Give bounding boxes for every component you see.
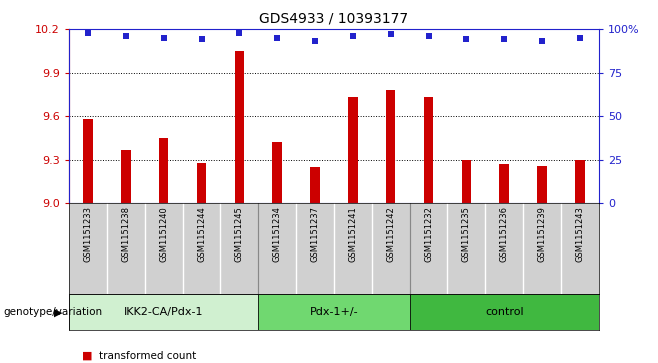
Text: GSM1151245: GSM1151245 — [235, 206, 244, 262]
Text: GSM1151235: GSM1151235 — [462, 206, 471, 262]
Point — [196, 37, 207, 42]
Bar — [462, 160, 471, 203]
Point — [461, 37, 472, 42]
Bar — [409, 294, 599, 330]
Text: GSM1151236: GSM1151236 — [499, 206, 509, 262]
Bar — [538, 166, 547, 203]
Point — [120, 33, 131, 39]
Text: ▶: ▶ — [54, 307, 63, 317]
Text: IKK2-CA/Pdx-1: IKK2-CA/Pdx-1 — [124, 307, 203, 317]
Text: GSM1151238: GSM1151238 — [121, 206, 130, 262]
Text: GSM1151241: GSM1151241 — [348, 206, 357, 262]
Bar — [258, 294, 409, 330]
Title: GDS4933 / 10393177: GDS4933 / 10393177 — [259, 11, 409, 25]
Text: GSM1151242: GSM1151242 — [386, 206, 395, 262]
Text: genotype/variation: genotype/variation — [3, 307, 103, 317]
Text: GSM1151240: GSM1151240 — [159, 206, 168, 262]
Point — [234, 30, 245, 36]
Point — [574, 35, 585, 41]
Bar — [84, 119, 93, 203]
Bar — [386, 90, 395, 203]
Point — [159, 35, 169, 41]
Point — [272, 35, 282, 41]
Text: control: control — [485, 307, 524, 317]
Text: GSM1151237: GSM1151237 — [311, 206, 320, 262]
Bar — [69, 294, 258, 330]
Point — [499, 37, 509, 42]
Point — [83, 30, 93, 36]
Text: ■: ■ — [82, 351, 93, 361]
Bar — [272, 142, 282, 203]
Bar — [348, 97, 357, 203]
Text: GSM1151243: GSM1151243 — [575, 206, 584, 262]
Point — [386, 31, 396, 37]
Text: GSM1151232: GSM1151232 — [424, 206, 433, 262]
Bar — [311, 167, 320, 203]
Text: transformed count: transformed count — [99, 351, 196, 361]
Text: GSM1151239: GSM1151239 — [538, 206, 547, 262]
Bar — [121, 150, 130, 203]
Bar — [235, 51, 244, 203]
Bar — [575, 160, 584, 203]
Point — [347, 33, 358, 39]
Text: Pdx-1+/-: Pdx-1+/- — [310, 307, 358, 317]
Point — [423, 33, 434, 39]
Point — [537, 38, 547, 44]
Bar — [424, 97, 433, 203]
Text: GSM1151234: GSM1151234 — [272, 206, 282, 262]
Bar — [197, 163, 206, 203]
Point — [310, 38, 320, 44]
Bar — [159, 138, 168, 203]
Bar — [499, 164, 509, 203]
Text: GSM1151244: GSM1151244 — [197, 206, 206, 262]
Text: GSM1151233: GSM1151233 — [84, 206, 93, 262]
